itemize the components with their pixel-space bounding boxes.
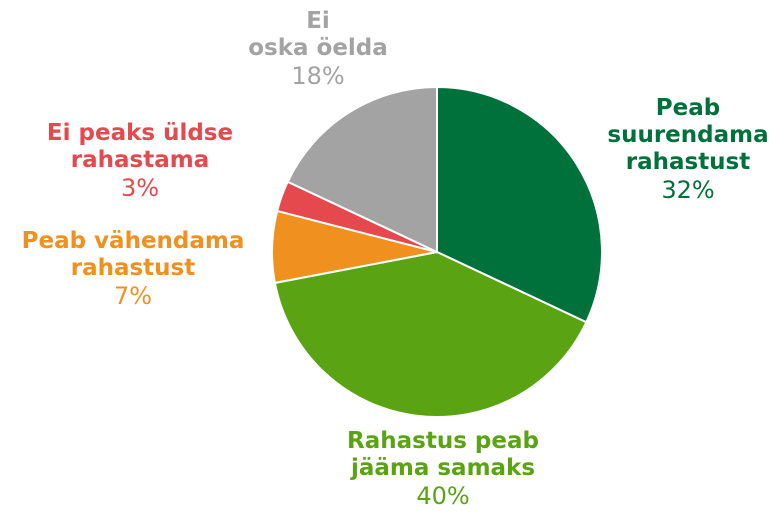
value-label: 3% xyxy=(120,174,160,202)
category-label: Rahastus peab jääma samaks xyxy=(347,428,539,481)
pie-slice xyxy=(286,85,438,254)
slice-label: Ei peaks üldse rahastama 3% xyxy=(47,120,233,202)
category-label: Ei peaks üldse rahastama xyxy=(46,120,234,173)
slice-label: Rahastus peab jääma samaks 40% xyxy=(347,428,539,510)
category-label: Peab vähendama rahastust xyxy=(21,228,245,281)
category-label: Ei oska öelda xyxy=(248,8,388,61)
value-label: 18% xyxy=(291,62,345,90)
slice-label: Ei oska öelda 18% xyxy=(248,8,388,90)
value-label: 40% xyxy=(416,482,470,510)
category-label: Peab suurendama rahastust xyxy=(607,95,769,175)
pie-slice xyxy=(436,85,603,324)
value-label: 7% xyxy=(113,282,153,310)
slice-label: Peab vähendama rahastust 7% xyxy=(22,228,245,310)
pie-slice xyxy=(273,250,588,418)
slice-label: Peab suurendama rahastust 32% xyxy=(607,95,768,204)
value-label: 32% xyxy=(661,176,715,204)
